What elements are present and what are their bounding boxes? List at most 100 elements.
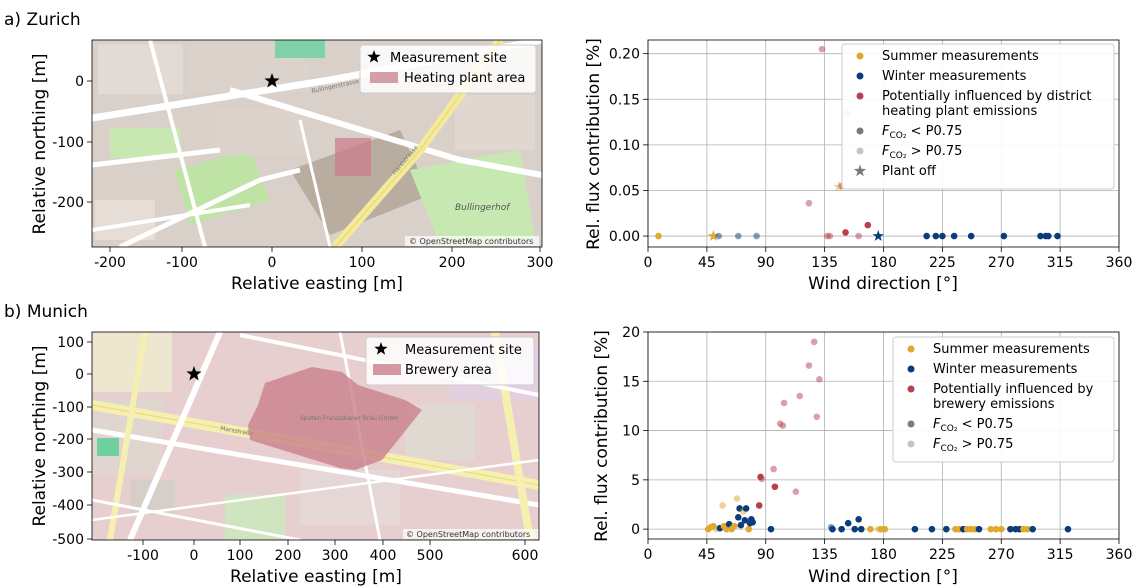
munich-map-credit: © OpenStreetMap contributors xyxy=(406,530,530,539)
ytick-label: 0 xyxy=(631,522,640,538)
data-point xyxy=(943,525,950,533)
map-ytick-label: -500 xyxy=(52,532,84,548)
data-point xyxy=(733,495,741,502)
munich-map: Marsstraße Spaten Franziskaner Bräu GmbH… xyxy=(30,331,540,586)
ytick-label: 10 xyxy=(622,424,640,440)
data-point xyxy=(1024,525,1031,533)
munich-legend-brewery: Brewery area xyxy=(405,363,492,378)
data-point xyxy=(792,488,800,495)
legend-marker xyxy=(907,345,915,353)
xtick-label: 135 xyxy=(811,255,838,271)
map-xtick-label: 0 xyxy=(190,548,199,564)
map-xtick-label: 0 xyxy=(268,255,277,271)
data-point xyxy=(1007,525,1014,533)
xtick-label: 0 xyxy=(644,547,653,563)
data-point xyxy=(779,422,787,429)
data-point xyxy=(838,525,845,533)
data-point xyxy=(997,525,1005,533)
munich-scatter-ylabel: Rel. flux contribution [%] xyxy=(592,330,612,542)
data-point xyxy=(719,502,726,509)
xtick-label: 45 xyxy=(698,255,716,271)
xtick-label: 0 xyxy=(644,255,653,271)
data-point xyxy=(805,362,813,369)
zurich-scatter-chart: 0 45 90 135 180 225 270 315 360 0.00 0.05 0.10 0.15 0… xyxy=(584,38,1132,294)
map-xtick-label: 200 xyxy=(275,548,302,564)
ytick-label: 0.20 xyxy=(609,47,640,63)
legend-box xyxy=(841,43,1115,190)
map-xtick-label: -100 xyxy=(166,255,198,271)
data-point xyxy=(950,232,958,240)
zurich-street-label-bullingerhof: Bullingerhof xyxy=(455,203,511,213)
data-point xyxy=(816,376,823,383)
legend-marker xyxy=(856,147,864,155)
zurich-legend-measurement-site: Measurement site xyxy=(390,51,507,66)
legend-entry: Potentially influenced by district xyxy=(882,89,1091,104)
zurich-map-xlabel: Relative easting [m] xyxy=(231,274,403,294)
map-ytick-label: 100 xyxy=(57,335,84,351)
data-point xyxy=(975,525,983,533)
legend-entry: FCO₂ > P0.75 xyxy=(882,144,962,161)
data-point xyxy=(826,232,834,240)
legend-entry-line2: brewery emissions xyxy=(933,397,1055,412)
data-point xyxy=(881,525,889,533)
data-point xyxy=(813,413,821,421)
munich-legend-star-icon xyxy=(374,342,388,355)
munich-scatter-ticks: 0 45 90 135 180 225 270 315 360 0 5 10 15 20 xyxy=(622,325,1132,563)
legend-marker xyxy=(907,365,915,373)
munich-scatter-xlabel: Wind direction [°] xyxy=(808,567,958,586)
xtick-label: 90 xyxy=(757,255,775,271)
panel-a-label: a) Zurich xyxy=(4,10,81,30)
map-xtick-label: 600 xyxy=(512,548,539,564)
xtick-label: 360 xyxy=(1106,547,1133,563)
munich-brewery-label: Spaten Franziskaner Bräu GmbH xyxy=(300,415,398,422)
xtick-label: 225 xyxy=(929,547,956,563)
data-point xyxy=(1029,525,1036,533)
zurich-scatter-points xyxy=(655,45,1061,241)
data-point xyxy=(928,525,936,533)
data-point xyxy=(829,525,836,533)
legend-entry: Winter measurements xyxy=(933,362,1078,377)
munich-map-legend xyxy=(365,336,535,386)
map-xtick-label: 300 xyxy=(322,548,349,564)
data-point xyxy=(932,232,940,240)
zurich-scatter-legend: Summer measurements Winter measurements Po… xyxy=(841,43,1115,190)
map-ytick-label: -100 xyxy=(52,400,84,416)
map-xtick-label: 100 xyxy=(227,548,254,564)
zurich-map-axes: -200 -100 0 100 200 300 0 -100 -200 xyxy=(52,74,553,271)
xtick-label: 90 xyxy=(757,547,775,563)
legend-entry: FCO₂ < P0.75 xyxy=(882,124,962,141)
map-ytick-label: 0 xyxy=(75,74,84,90)
data-point xyxy=(842,229,849,236)
data-point-star xyxy=(707,230,720,241)
zurich-legend-plant-swatch xyxy=(370,72,398,83)
map-xtick-label: 400 xyxy=(370,548,397,564)
ytick-label: 0.00 xyxy=(609,229,640,245)
xtick-label: 315 xyxy=(1047,255,1074,271)
data-point xyxy=(741,516,749,524)
data-point xyxy=(734,232,742,240)
legend-entry: Potentially influenced by xyxy=(933,382,1094,397)
xtick-label: 225 xyxy=(929,255,956,271)
data-point xyxy=(923,232,930,240)
legend-entry-line2: heating plant emissions xyxy=(882,104,1037,119)
legend-box xyxy=(892,336,1115,463)
data-point xyxy=(780,399,788,407)
data-point xyxy=(737,521,745,529)
map-ytick-label: -200 xyxy=(52,195,84,211)
data-point xyxy=(987,525,995,533)
munich-map-tiles: Marsstraße Spaten Franziskaner Bräu GmbH… xyxy=(92,332,539,540)
munich-legend-brewery-swatch xyxy=(373,364,401,375)
panel-b-label: b) Munich xyxy=(4,302,88,322)
legend-entry: Plant off xyxy=(882,164,937,179)
legend-marker xyxy=(907,440,915,448)
legend-marker xyxy=(856,92,864,100)
map-xtick-label: 200 xyxy=(439,255,466,271)
munich-legend-measurement-site: Measurement site xyxy=(405,343,522,358)
data-point xyxy=(992,525,1000,533)
legend-marker xyxy=(856,72,864,80)
munich-scatter-points xyxy=(704,338,1072,533)
ytick-label: 15 xyxy=(622,374,640,390)
data-point xyxy=(810,338,818,346)
zurich-map-ylabel: Relative northing [m] xyxy=(30,53,50,234)
